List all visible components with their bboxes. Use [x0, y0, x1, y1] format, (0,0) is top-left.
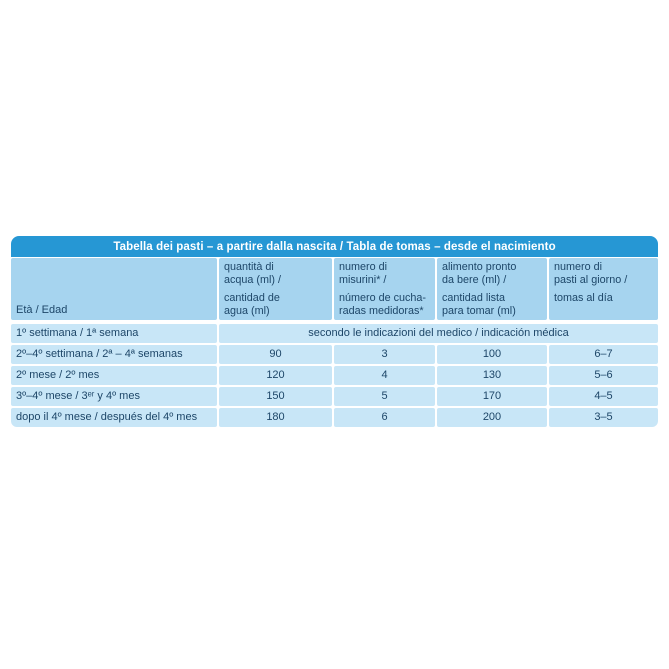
header-cell-water: quantità di acqua (ml) / cantidad de agu…	[219, 258, 332, 320]
header-meals-es: tomas al día	[554, 292, 613, 304]
header-ready-food-it: alimento pronto da bere (ml) /	[442, 261, 517, 286]
water-value-cell: 90	[219, 345, 332, 364]
row-age-label: dopo il 4º mese / después del 4º mes	[11, 408, 217, 427]
row-age-label: 1º settimana / 1ª semana	[11, 324, 217, 343]
scoops-value-cell: 3	[334, 345, 435, 364]
ready-food-value-cell: 130	[437, 366, 547, 385]
meals-value-cell: 4–5	[549, 387, 658, 406]
header-water-it: quantità di acqua (ml) /	[224, 261, 281, 286]
water-value-cell: 180	[219, 408, 332, 427]
row-age-label: 3º–4º mese / 3ᵉʳ y 4º mes	[11, 387, 217, 406]
header-ready-food-es: cantidad lista para tomar (ml)	[442, 292, 516, 317]
row-age-label: 2º mese / 2º mes	[11, 366, 217, 385]
meals-value-cell: 5–6	[549, 366, 658, 385]
header-scoops-it: numero di misurini* /	[339, 261, 388, 286]
header-meals-it: numero di pasti al giorno /	[554, 261, 628, 286]
header-cell-meals-per-day: numero di pasti al giorno / tomas al día	[549, 258, 658, 320]
header-age-label: Età / Edad	[16, 304, 68, 316]
scoops-value-cell: 5	[334, 387, 435, 406]
table-grid: Età / Edad quantità di acqua (ml) / cant…	[11, 258, 658, 427]
ready-food-value-cell: 170	[437, 387, 547, 406]
ready-food-value-cell: 200	[437, 408, 547, 427]
medical-note-cell: secondo le indicazioni del medico / indi…	[219, 324, 658, 343]
table-title: Tabella dei pasti – a partire dalla nasc…	[113, 240, 556, 253]
header-cell-ready-food: alimento pronto da bere (ml) / cantidad …	[437, 258, 547, 320]
header-cell-scoops: numero di misurini* / número de cucha- r…	[334, 258, 435, 320]
header-water-es: cantidad de agua (ml)	[224, 292, 280, 317]
water-value-cell: 150	[219, 387, 332, 406]
header-scoops-es: número de cucha- radas medidoras*	[339, 292, 427, 317]
water-value-cell: 120	[219, 366, 332, 385]
meals-value-cell: 3–5	[549, 408, 658, 427]
feeding-table: Tabella dei pasti – a partire dalla nasc…	[11, 236, 658, 427]
scoops-value-cell: 4	[334, 366, 435, 385]
ready-food-value-cell: 100	[437, 345, 547, 364]
meals-value-cell: 6–7	[549, 345, 658, 364]
row-age-label: 2º–4º settimana / 2ª – 4ª semanas	[11, 345, 217, 364]
scoops-value-cell: 6	[334, 408, 435, 427]
table-title-bar: Tabella dei pasti – a partire dalla nasc…	[11, 236, 658, 257]
header-cell-age: Età / Edad	[11, 258, 217, 320]
